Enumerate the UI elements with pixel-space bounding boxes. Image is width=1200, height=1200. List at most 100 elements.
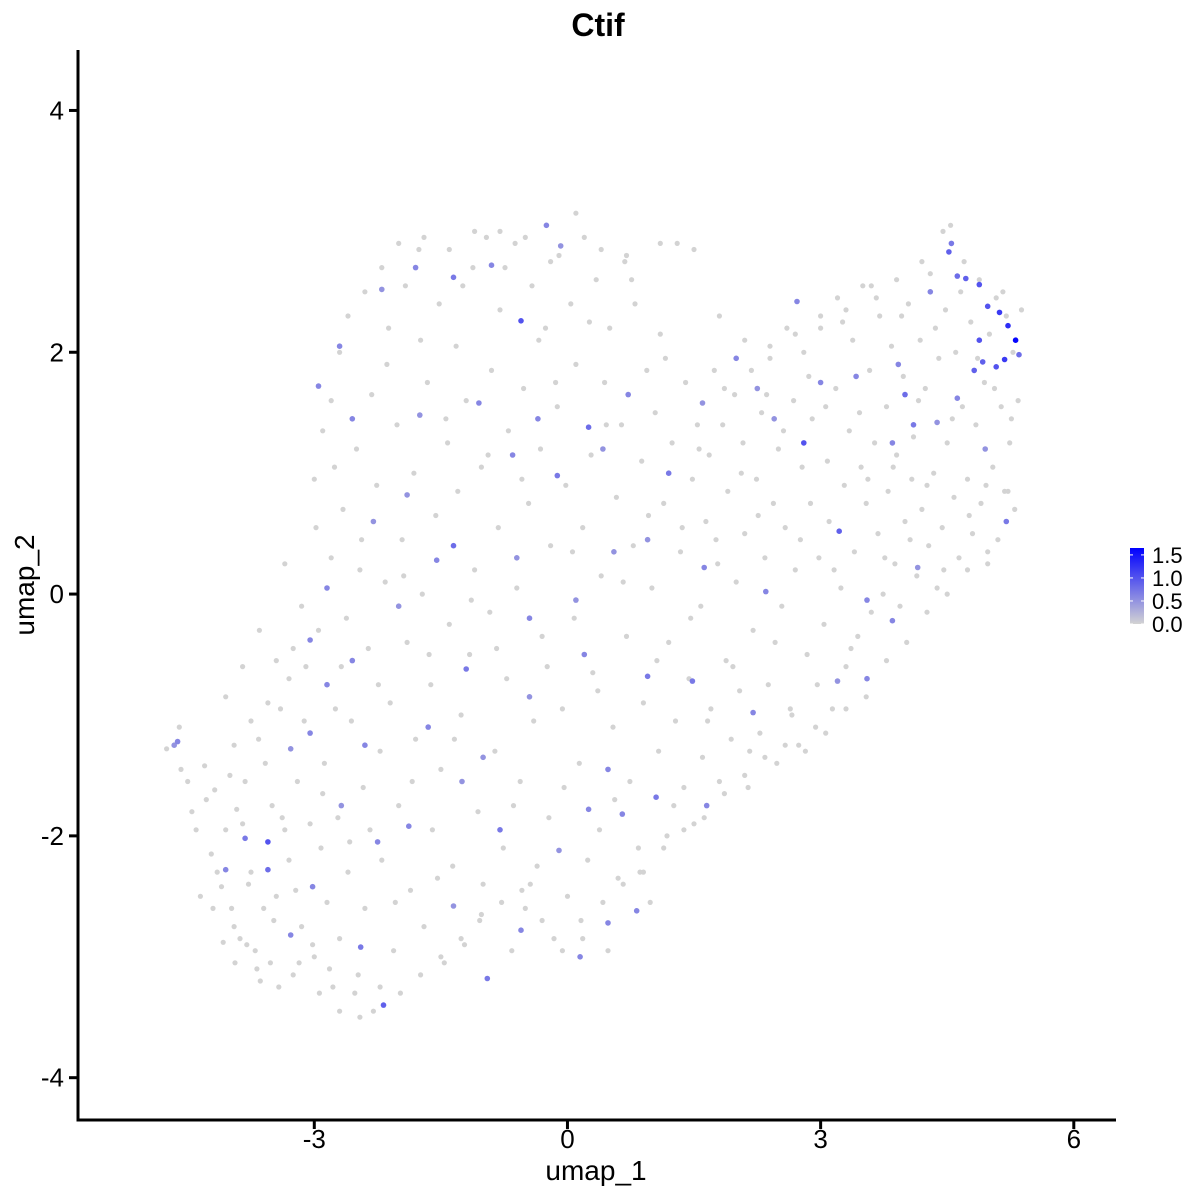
- cell-point: [730, 664, 736, 670]
- cell-point: [1005, 488, 1011, 494]
- cell-point: [823, 730, 829, 736]
- cell-point: [426, 651, 432, 658]
- cell-point: [703, 518, 709, 525]
- cell-point: [953, 349, 959, 355]
- cell-point-expressed: [242, 835, 248, 842]
- cell-point: [657, 331, 663, 337]
- cell-point: [699, 754, 706, 760]
- chart-title: Ctif: [571, 7, 625, 43]
- cell-point: [708, 706, 714, 712]
- cell-point: [290, 645, 296, 652]
- cell-point: [750, 627, 756, 633]
- cell-point: [890, 464, 896, 470]
- cell-point: [629, 277, 635, 283]
- cell-point: [753, 476, 760, 482]
- x-tick-label: 3: [813, 1124, 827, 1154]
- cell-point: [242, 778, 248, 785]
- cell-point-expressed: [889, 617, 896, 624]
- cell-point: [1018, 307, 1025, 313]
- cell-point: [588, 452, 594, 458]
- cell-point-expressed: [543, 222, 550, 229]
- y-tick-label: 0: [50, 579, 64, 609]
- cell-point: [688, 615, 694, 621]
- cell-point: [711, 367, 717, 373]
- cell-point: [850, 337, 856, 343]
- cell-point-expressed: [914, 564, 921, 571]
- cell-point-expressed: [754, 385, 761, 392]
- cell-point: [271, 917, 277, 924]
- cell-point: [505, 428, 511, 434]
- cell-point: [716, 778, 723, 785]
- cell-point-expressed: [611, 549, 617, 555]
- cell-point-expressed: [324, 681, 330, 688]
- cell-point: [369, 392, 375, 398]
- cell-point: [607, 325, 613, 331]
- cell-point: [986, 331, 993, 337]
- cell-point: [632, 301, 638, 307]
- cell-point-expressed: [889, 440, 896, 446]
- cell-point: [443, 416, 449, 422]
- cell-point: [394, 422, 400, 428]
- cell-point: [721, 791, 728, 797]
- cell-point: [256, 627, 262, 633]
- cell-point-expressed: [834, 678, 841, 684]
- cell-point: [487, 609, 493, 615]
- cell-point: [365, 645, 371, 652]
- cell-point: [585, 857, 591, 863]
- cell-point: [330, 984, 336, 990]
- cell-point: [512, 240, 518, 246]
- cell-point: [856, 410, 863, 416]
- cell-point: [868, 609, 874, 615]
- cell-point: [232, 960, 238, 966]
- cell-point-expressed: [379, 286, 385, 293]
- cell-point: [774, 760, 780, 766]
- cell-point: [500, 845, 506, 851]
- cell-point: [328, 398, 334, 404]
- cell-point: [775, 446, 782, 452]
- cell-point: [654, 658, 660, 664]
- cell-point: [418, 337, 424, 343]
- cell-point: [910, 434, 917, 440]
- cell-point: [770, 500, 777, 506]
- cell-point: [397, 990, 403, 996]
- cell-point: [537, 446, 544, 452]
- cell-point: [1015, 398, 1021, 404]
- cell-point: [645, 512, 652, 519]
- cell-point-expressed: [701, 564, 707, 571]
- cell-point: [492, 748, 498, 754]
- cell-point: [178, 766, 184, 773]
- cell-point: [379, 265, 385, 271]
- cell-point-expressed: [484, 975, 491, 982]
- cell-point: [212, 787, 218, 793]
- cell-point-expressed: [976, 281, 983, 288]
- cell-point-expressed: [581, 651, 588, 658]
- cell-point: [900, 373, 906, 379]
- cell-point-expressed: [374, 839, 381, 845]
- cell-point: [467, 651, 473, 658]
- cell-point: [276, 984, 282, 990]
- cell-point: [311, 954, 317, 960]
- cell-point: [391, 948, 397, 954]
- cell-point: [706, 452, 712, 458]
- cell-point: [310, 942, 316, 948]
- cell-point: [914, 573, 920, 579]
- cell-point: [995, 537, 1001, 543]
- cell-point: [941, 567, 947, 573]
- cell-point: [1010, 349, 1016, 355]
- cell-point: [780, 428, 787, 434]
- cell-point: [164, 746, 170, 752]
- cell-point: [799, 464, 805, 470]
- cell-point: [299, 603, 305, 609]
- cell-point: [320, 791, 326, 797]
- cell-point-expressed: [946, 249, 952, 255]
- cell-point: [495, 525, 501, 531]
- cell-point-expressed: [476, 400, 482, 406]
- cell-point: [605, 948, 611, 954]
- cell-point: [767, 355, 773, 361]
- cell-point-expressed: [1016, 351, 1022, 358]
- cell-point: [377, 748, 383, 754]
- cell-point: [488, 367, 495, 373]
- cell-point: [529, 283, 535, 289]
- cell-point: [382, 579, 388, 585]
- cell-point-expressed: [459, 778, 465, 785]
